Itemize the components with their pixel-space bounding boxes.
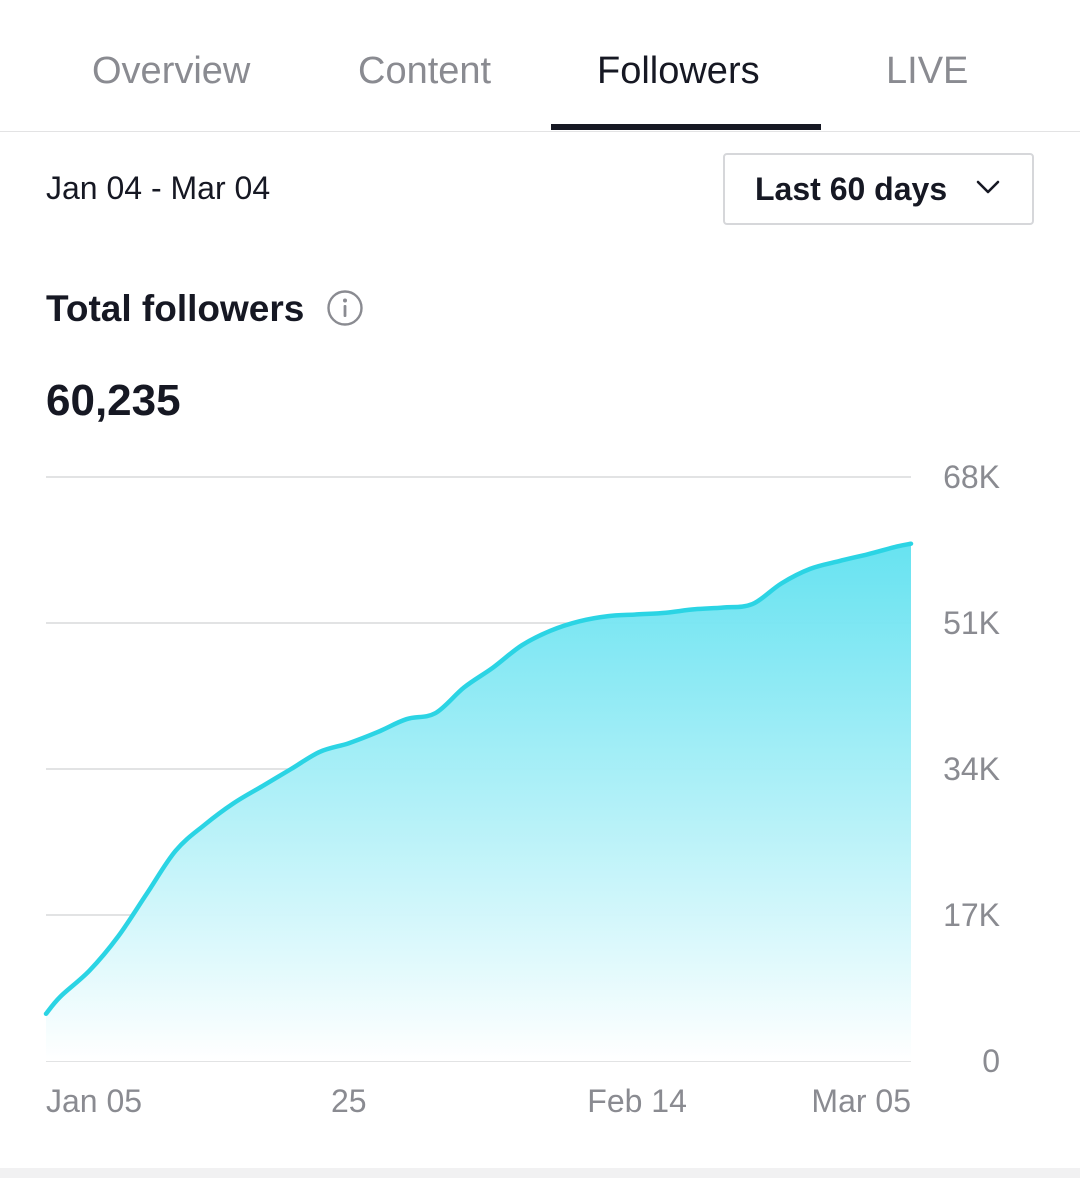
tab-followers[interactable]: Followers (597, 50, 760, 92)
x-tick-label: Mar 05 (811, 1083, 911, 1119)
y-tick-label: 17K (943, 897, 1000, 933)
range-dropdown[interactable]: Last 60 days (723, 153, 1034, 225)
x-tick-label: Jan 05 (46, 1083, 142, 1119)
y-tick-label: 51K (943, 605, 1000, 641)
active-tab-indicator (551, 124, 821, 130)
tab-content[interactable]: Content (358, 50, 492, 92)
tab-bar: Overview Content Followers LIVE (0, 0, 1080, 132)
tab-overview[interactable]: Overview (92, 50, 251, 92)
followers-line (43, 541, 914, 1017)
metric-value: 60,235 (46, 376, 181, 425)
tab-live[interactable]: LIVE (886, 50, 969, 92)
info-icon[interactable] (326, 289, 364, 327)
date-range: Jan 04 - Mar 04 (46, 170, 271, 206)
metric-title: Total followers (46, 288, 305, 329)
chevron-down-icon (976, 180, 1000, 194)
x-tick-label: 25 (331, 1083, 367, 1119)
followers-chart: 68K 51K 34K 17K 0 Jan 05 25 Feb 14 Mar 05 (43, 459, 1000, 1119)
y-tick-label: 34K (943, 751, 1000, 787)
bottom-divider (0, 1168, 1080, 1178)
y-tick-label: 0 (982, 1043, 1000, 1079)
followers-area (46, 543, 911, 1061)
y-tick-label: 68K (943, 459, 1000, 495)
x-tick-label: Feb 14 (587, 1083, 687, 1119)
range-dropdown-label: Last 60 days (755, 170, 948, 207)
